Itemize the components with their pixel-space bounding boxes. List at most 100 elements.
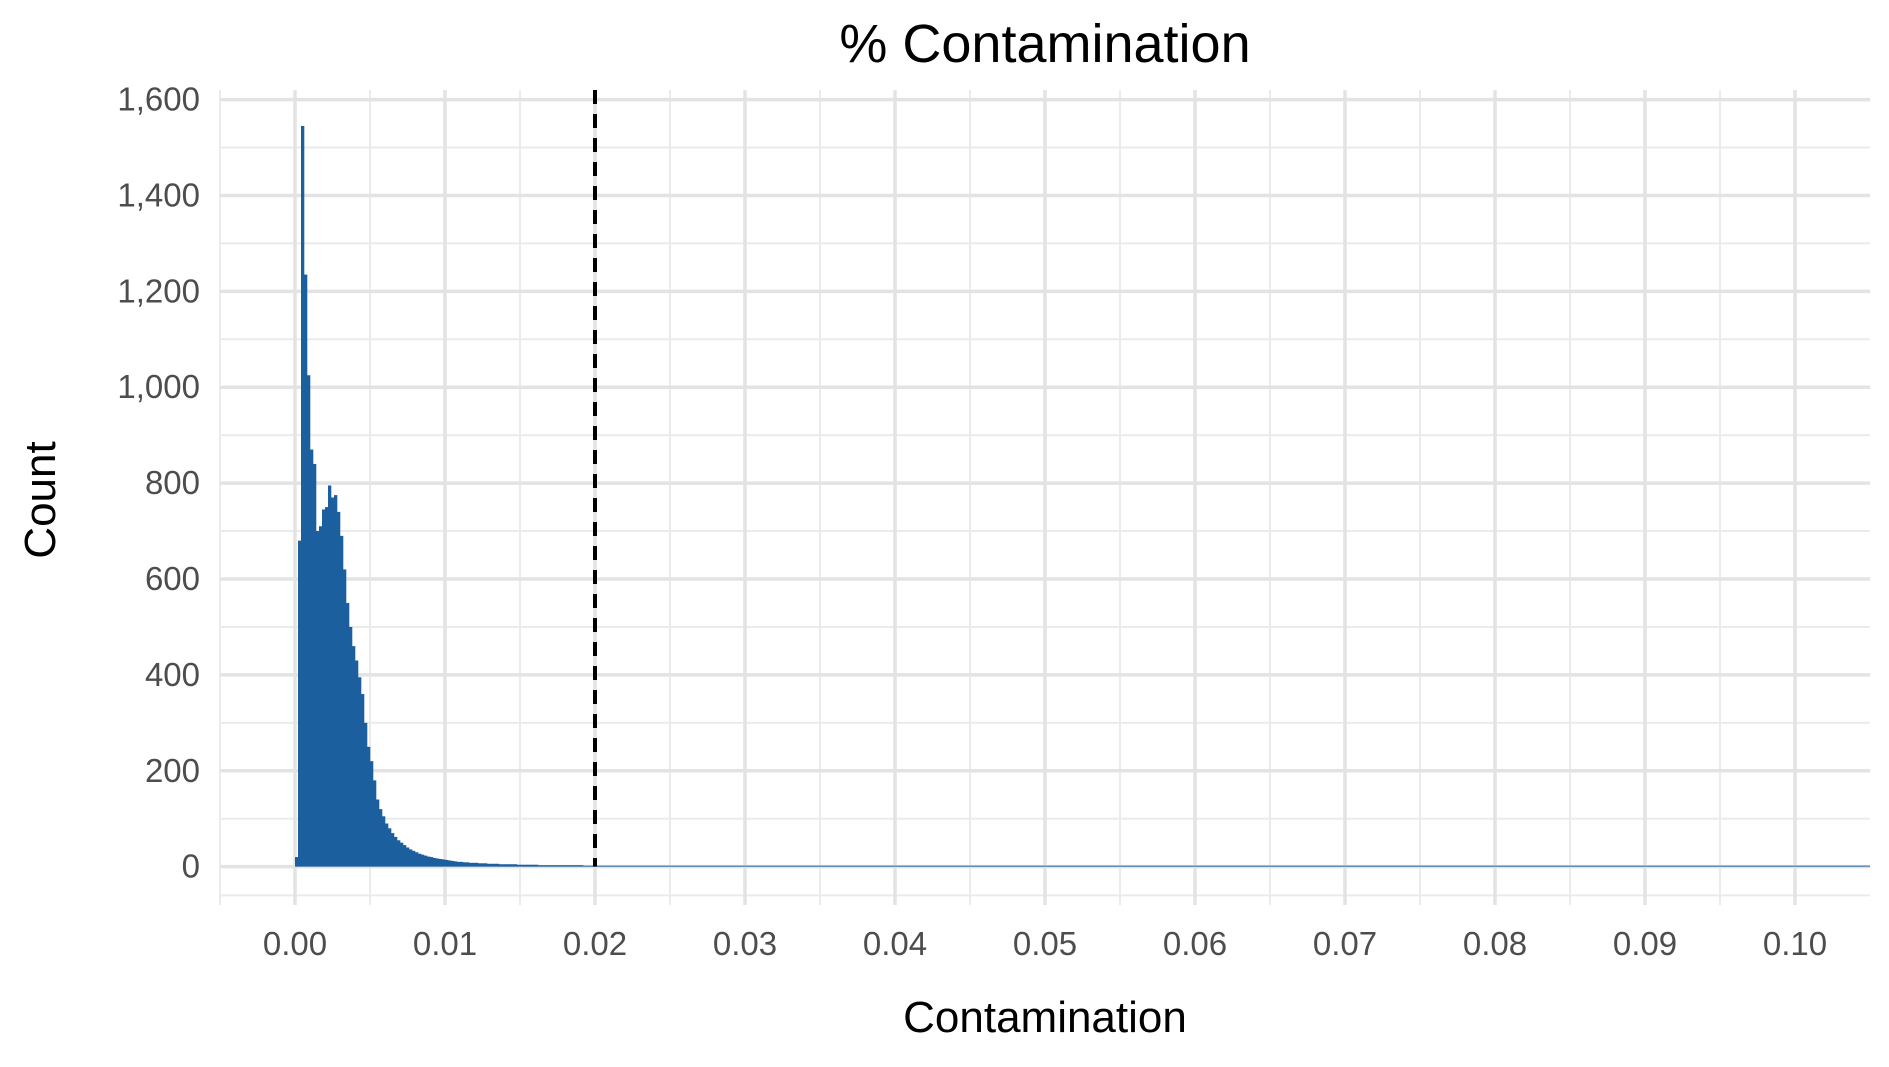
- histogram-bar: [331, 497, 335, 867]
- histogram-bar: [424, 855, 428, 867]
- y-tick-label: 400: [145, 656, 200, 693]
- y-axis-ticks: 0 200 400 600 800 1,000 1,200 1,400 1,600: [117, 81, 200, 885]
- histogram-bar: [520, 864, 524, 867]
- histogram-bar: [547, 865, 551, 867]
- histogram-bar: [358, 677, 362, 867]
- histogram-bar: [295, 857, 299, 867]
- histogram-bar: [568, 865, 572, 867]
- histogram-bar: [412, 850, 416, 867]
- histogram-bar: [496, 863, 500, 867]
- histogram-bar: [523, 864, 527, 867]
- histogram-bar: [559, 865, 563, 867]
- histogram-bar: [307, 375, 311, 867]
- x-tick-label: 0.05: [1013, 925, 1077, 962]
- x-tick-label: 0.09: [1613, 925, 1677, 962]
- histogram-bar: [442, 859, 446, 867]
- x-tick-label: 0.00: [263, 925, 327, 962]
- histogram-bar: [310, 449, 314, 867]
- histogram-bar: [481, 863, 485, 867]
- histogram-bar: [436, 858, 440, 867]
- histogram-bar: [349, 626, 353, 867]
- histogram-bar: [301, 125, 305, 867]
- histogram-bar: [529, 864, 533, 867]
- histogram-bar: [325, 507, 329, 867]
- y-tick-label: 800: [145, 464, 200, 501]
- histogram-bar: [571, 865, 575, 867]
- histogram-bar: [439, 858, 443, 867]
- histogram-bar: [433, 858, 437, 867]
- histogram-bar: [415, 852, 419, 867]
- x-tick-label: 0.03: [713, 925, 777, 962]
- histogram-bar: [409, 849, 413, 867]
- histogram-bar: [463, 862, 467, 867]
- x-tick-label: 0.10: [1763, 925, 1827, 962]
- histogram-bar: [400, 842, 404, 867]
- histogram-bar: [316, 531, 320, 867]
- histogram-bar: [511, 864, 515, 867]
- histogram-bar: [586, 865, 590, 867]
- y-tick-label: 1,600: [117, 81, 200, 118]
- histogram-bar: [448, 860, 452, 867]
- histogram-bar: [457, 861, 461, 867]
- histogram-bar: [379, 809, 383, 867]
- histogram-bar: [565, 865, 569, 867]
- histogram-bar: [550, 865, 554, 867]
- y-tick-label: 1,200: [117, 272, 200, 309]
- histogram-bar: [451, 860, 455, 867]
- histogram-bars: [295, 125, 1870, 867]
- histogram-bar: [313, 463, 317, 867]
- histogram-bar: [334, 495, 338, 867]
- histogram-bar: [484, 863, 488, 867]
- histogram-bar: [502, 864, 506, 867]
- histogram-bar: [490, 863, 494, 867]
- histogram-bar: [406, 847, 410, 867]
- histogram-bar: [514, 864, 518, 867]
- histogram-bar: [562, 865, 566, 867]
- histogram-bar: [508, 864, 512, 867]
- histogram-bar: [580, 865, 584, 867]
- histogram-bar: [556, 865, 560, 867]
- histogram-bar: [418, 853, 422, 867]
- x-axis-title: Contamination: [903, 993, 1187, 1042]
- x-tick-label: 0.04: [863, 925, 927, 962]
- histogram-bar: [382, 816, 386, 867]
- x-tick-label: 0.01: [413, 925, 477, 962]
- histogram-bar: [472, 862, 476, 867]
- y-tick-label: 600: [145, 560, 200, 597]
- histogram-bar: [526, 864, 530, 867]
- histogram-bar: [364, 722, 368, 867]
- histogram-bar: [553, 865, 557, 867]
- histogram-bar: [475, 862, 479, 867]
- histogram-bar: [493, 863, 497, 867]
- histogram-bar: [370, 761, 374, 867]
- histogram-bar: [499, 864, 503, 867]
- histogram-bar: [394, 836, 398, 867]
- histogram-bar: [577, 865, 581, 867]
- histogram-bar: [343, 569, 347, 867]
- histogram-bar: [319, 526, 323, 867]
- histogram-bar: [541, 865, 545, 867]
- histogram-bar: [487, 863, 491, 867]
- histogram-bar: [391, 833, 395, 867]
- histogram-bar: [340, 535, 344, 867]
- histogram-tail-bars: [595, 865, 1870, 867]
- histogram-bar: [544, 865, 548, 867]
- y-tick-label: 1,400: [117, 176, 200, 213]
- histogram-bar: [397, 840, 401, 867]
- histogram-bar: [478, 863, 482, 867]
- histogram-bar: [589, 865, 593, 867]
- histogram-bar: [532, 864, 536, 867]
- histogram-bar: [427, 856, 431, 867]
- histogram-bar: [298, 540, 302, 867]
- histogram-bar: [454, 861, 458, 867]
- histogram-bar: [388, 828, 392, 867]
- histogram-bar: [367, 746, 371, 867]
- x-tick-label: 0.02: [563, 925, 627, 962]
- histogram-bar: [355, 660, 359, 867]
- histogram-bar: [421, 854, 425, 867]
- histogram-bar: [352, 646, 356, 867]
- histogram-bar: [337, 511, 341, 867]
- histogram-bar: [469, 862, 473, 867]
- y-tick-label: 200: [145, 752, 200, 789]
- histogram-bar: [403, 845, 407, 867]
